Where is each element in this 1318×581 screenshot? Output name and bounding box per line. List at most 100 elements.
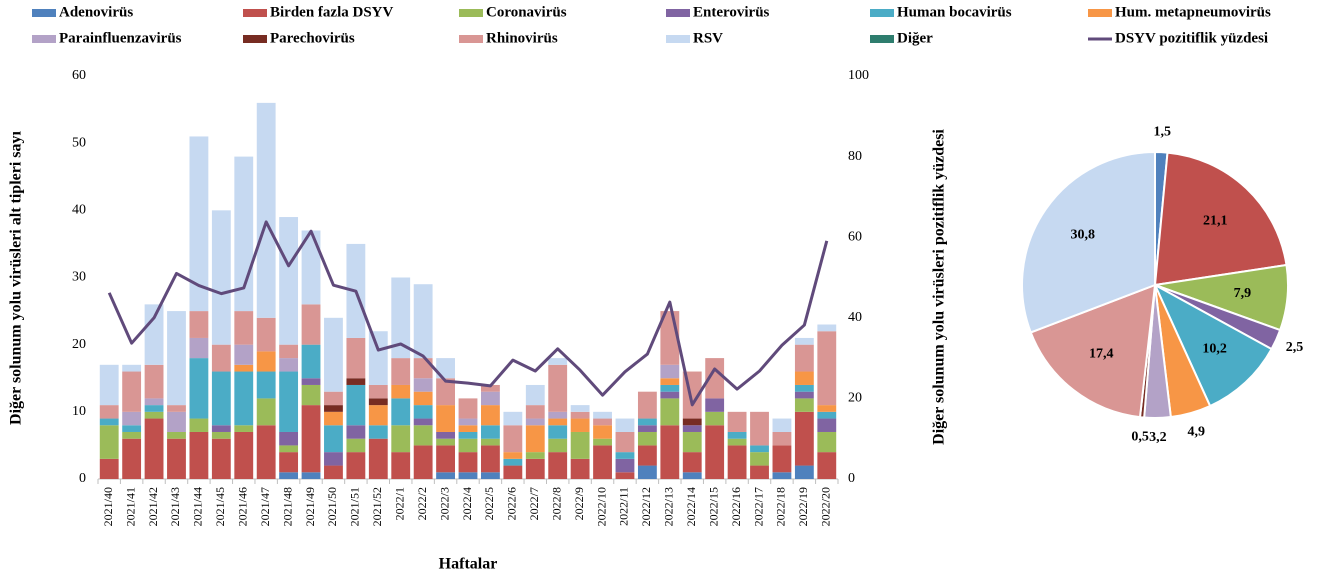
legend-label: Adenovirüs	[59, 4, 133, 20]
bar-segment	[234, 311, 254, 345]
bar-segment	[794, 411, 814, 466]
legend-swatch	[459, 9, 483, 17]
bar-segment	[660, 391, 680, 399]
bar-segment	[525, 405, 545, 419]
bar-segment	[99, 425, 119, 459]
bar-segment	[256, 425, 276, 479]
legend-label: Diğer	[897, 30, 933, 46]
bar-segment	[817, 405, 837, 412]
legend-label: Human bocavirüs	[897, 4, 1012, 20]
pie-value-label: 17,4	[1089, 347, 1114, 362]
bar-segment	[279, 452, 299, 473]
bar-segment	[324, 405, 343, 412]
bar-segment	[234, 425, 254, 432]
x-tick-label: 2021/49	[303, 487, 317, 526]
bar-segment	[346, 438, 366, 453]
bar-segment	[189, 358, 209, 419]
bar-segment	[548, 452, 568, 479]
pie-value-label: 30,8	[1070, 227, 1095, 242]
bar-segment	[279, 371, 299, 432]
bar-segment	[256, 371, 276, 399]
bar-segment	[436, 445, 455, 473]
bar-segment	[682, 418, 702, 426]
bar-segment	[727, 431, 747, 439]
bar-segment	[391, 384, 411, 399]
legend-label: Parechovirüs	[270, 30, 355, 46]
bar-segment	[660, 378, 680, 385]
pie-value-label: 1,5	[1153, 124, 1171, 139]
legend-label: Birden fazla DSYV	[270, 4, 394, 20]
bar-segment	[794, 384, 814, 392]
bar-segment	[817, 324, 837, 332]
bar-segment	[525, 425, 545, 453]
x-tick-label: 2022/9	[572, 487, 586, 520]
bar-segment	[413, 405, 433, 419]
legend-swatch	[1088, 9, 1112, 17]
bar-segment	[817, 331, 837, 406]
bar-segment	[660, 384, 680, 392]
bar-segment	[211, 425, 231, 432]
bar-segment	[167, 311, 186, 406]
bar-segment	[234, 371, 254, 426]
bar-segment	[817, 431, 837, 453]
legend-swatch	[32, 9, 56, 17]
bar-segment	[727, 438, 747, 446]
bar-segment	[256, 398, 276, 426]
bar-segment	[301, 405, 321, 473]
x-tick-label: 2022/8	[549, 487, 563, 520]
bar-segment	[615, 452, 635, 459]
bar-segment	[615, 418, 635, 432]
bar-segment	[705, 425, 725, 479]
bar-segment	[458, 425, 478, 432]
bar-segment	[234, 344, 254, 365]
bar-segment	[413, 391, 433, 406]
pie-slice	[1152, 282, 1273, 408]
x-tick-label: 2021/45	[213, 487, 227, 526]
bar-segment	[167, 405, 186, 412]
bar-segment	[705, 411, 725, 426]
x-tick-label: 2022/19	[796, 487, 810, 526]
bar-segment	[413, 284, 433, 359]
x-tick-label: 2022/20	[819, 487, 833, 526]
bar-segment	[122, 431, 142, 439]
bar-segment	[436, 438, 455, 446]
legend-label: Coronavirüs	[486, 4, 567, 20]
bar-segment	[368, 438, 388, 479]
bar-segment	[346, 384, 366, 426]
bar-segment	[570, 458, 590, 479]
bar-segment	[211, 438, 231, 479]
bar-segment	[794, 371, 814, 385]
bar-segment	[391, 452, 411, 479]
bar-segment	[391, 358, 411, 385]
legend-swatch	[459, 35, 483, 43]
bar-segment	[324, 452, 343, 466]
bar-segment	[593, 438, 612, 446]
x-tick-label: 2022/3	[437, 487, 451, 520]
bar-segment	[413, 425, 433, 446]
bar-segment	[682, 425, 702, 432]
bar-segment	[615, 431, 635, 453]
bar-segment	[211, 371, 231, 426]
y2-tick-label: 100	[848, 68, 869, 83]
bar-segment	[368, 384, 388, 399]
bar-segment	[481, 438, 500, 446]
x-tick-label: 2021/51	[348, 487, 362, 526]
bar-segment	[772, 445, 792, 473]
bar-segment	[548, 418, 568, 426]
x-axis-title: Haftalar	[439, 556, 498, 573]
bar-segment	[660, 425, 680, 479]
bar-segment	[637, 391, 657, 419]
bar-segment	[301, 304, 321, 345]
x-tick-label: 2022/14	[684, 487, 698, 526]
bar-segment	[503, 465, 523, 479]
bar-segment	[301, 230, 321, 305]
bar-segment	[548, 438, 568, 453]
bar-segment	[301, 344, 321, 379]
bar-segment	[794, 398, 814, 412]
y2-tick-label: 0	[848, 471, 855, 486]
bar-segment	[570, 405, 590, 412]
bar-segment	[503, 425, 523, 453]
x-tick-label: 2022/4	[460, 487, 474, 520]
x-tick-label: 2022/18	[774, 487, 788, 526]
bar-segment	[503, 452, 523, 459]
